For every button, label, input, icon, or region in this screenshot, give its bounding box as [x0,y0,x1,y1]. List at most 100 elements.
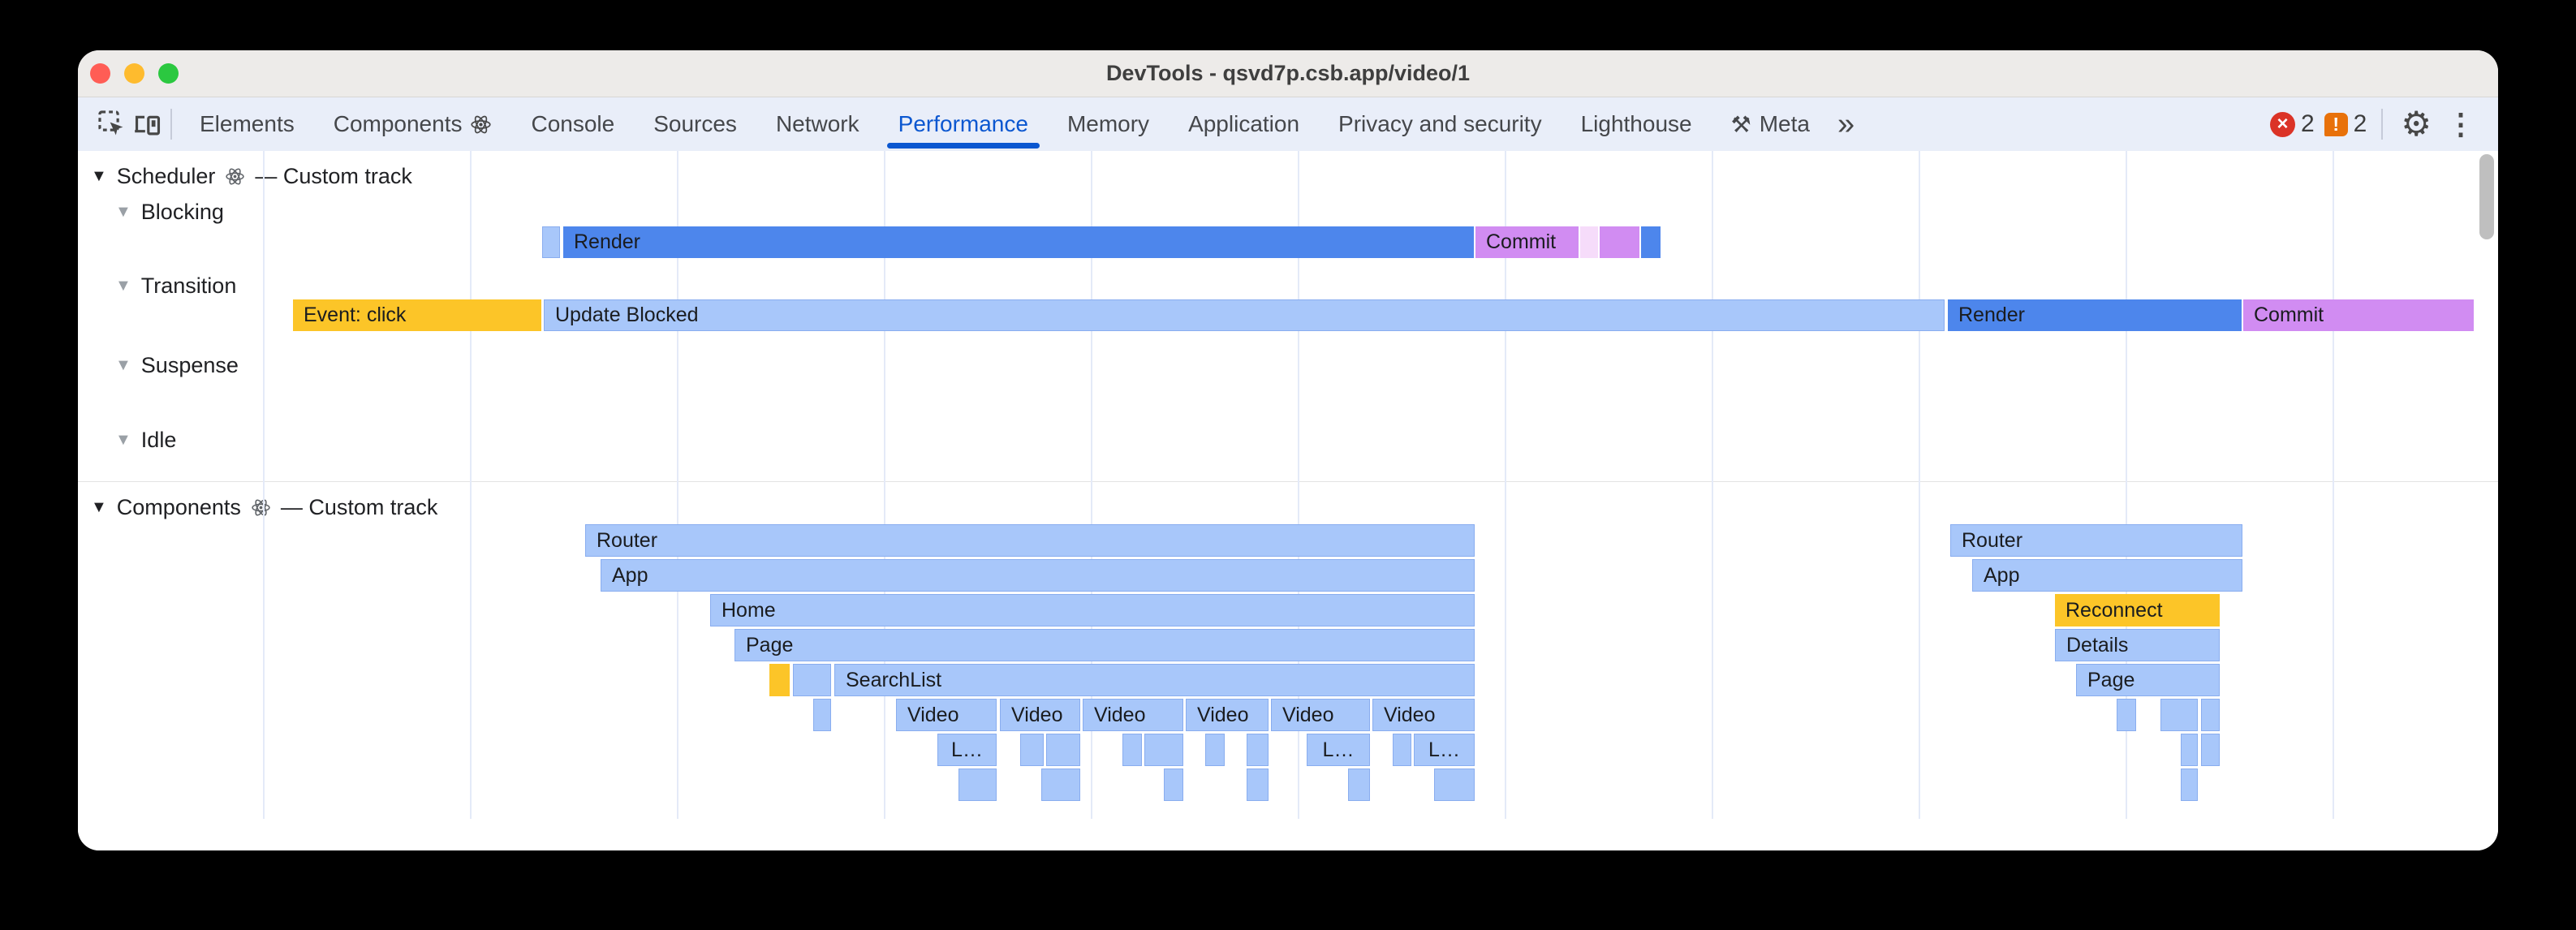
inspect-element-button[interactable] [94,105,130,144]
event-bar[interactable] [1600,226,1639,258]
event-bar[interactable] [542,226,560,258]
devtools-window: DevTools - qsvd7p.csb.app/video/1 Elemen… [78,50,2498,850]
event-bar-l[interactable]: L… [1414,734,1475,766]
event-bar[interactable] [1348,769,1370,801]
minimize-window-button[interactable] [124,63,144,84]
tab-elements[interactable]: Elements [200,97,295,151]
event-bar-update-blocked[interactable]: Update Blocked [544,299,1945,331]
event-bar-home[interactable]: Home [710,594,1475,626]
event-bar-video[interactable]: Video [1000,699,1080,731]
event-bar-router[interactable]: Router [585,524,1475,557]
hammer-wrench-icon: ⚒ [1730,111,1751,137]
event-bar[interactable] [1247,769,1269,801]
tab-components[interactable]: Components [334,97,493,151]
event-bar[interactable] [1580,226,1598,258]
close-window-button[interactable] [90,63,110,84]
event-bar-video[interactable]: Video [1372,699,1475,731]
event-bar-details[interactable]: Details [2055,629,2220,661]
tab-lighthouse[interactable]: Lighthouse [1581,97,1692,151]
event-bar-app[interactable]: App [601,559,1475,592]
collapse-triangle-icon[interactable]: ▼ [115,202,131,221]
toggle-device-toolbar-button[interactable] [130,105,166,144]
window-title: DevTools - qsvd7p.csb.app/video/1 [1105,61,1471,85]
more-tabs-button[interactable]: » [1837,106,1855,141]
event-bar-page[interactable]: Page [2076,664,2220,696]
event-bar-render[interactable]: Render [1948,299,2242,331]
collapse-triangle-icon[interactable]: ▼ [115,355,131,374]
event-bar[interactable] [793,664,831,696]
react-atom-icon [471,115,492,133]
vertical-scrollbar-thumb[interactable] [2479,154,2494,239]
event-bar[interactable] [1247,734,1269,766]
collapse-triangle-icon[interactable]: ▼ [115,430,131,449]
gridline [1505,151,1506,819]
lane-label-blocking[interactable]: ▼ Blocking [115,199,224,225]
event-bar[interactable] [769,664,790,696]
track-separator [78,481,2498,482]
event-bar[interactable] [1046,734,1080,766]
tab-memory[interactable]: Memory [1067,97,1149,151]
event-bar-commit[interactable]: Commit [2243,299,2474,331]
event-bar-event-click[interactable]: Event: click [293,299,541,331]
event-bar-router[interactable]: Router [1950,524,2242,557]
event-bar-app[interactable]: App [1972,559,2242,592]
event-bar[interactable] [2181,769,2198,801]
collapse-triangle-icon[interactable]: ▼ [115,276,131,295]
event-bar-l[interactable]: L… [1307,734,1370,766]
event-bar[interactable] [1641,226,1661,258]
event-bar[interactable] [1144,734,1183,766]
event-bar[interactable] [1164,769,1183,801]
tab-sources[interactable]: Sources [653,97,737,151]
track-header-scheduler[interactable]: ▼ Scheduler — Custom track [91,163,412,189]
event-bar-commit[interactable]: Commit [1475,226,1579,258]
tab-label: Network [775,111,859,136]
lane-label-transition[interactable]: ▼ Transition [115,273,236,299]
tab-privacy-and-security[interactable]: Privacy and security [1338,97,1542,151]
event-bar-page[interactable]: Page [734,629,1475,661]
tab-console[interactable]: Console [531,97,614,151]
kebab-menu-button[interactable]: ⋮ [2446,107,2475,140]
event-bar[interactable] [1122,734,1142,766]
event-bar[interactable] [2201,734,2220,766]
event-bar[interactable] [1205,734,1225,766]
titlebar: DevTools - qsvd7p.csb.app/video/1 [78,50,2498,97]
react-atom-icon [226,167,245,185]
tab-performance[interactable]: Performance [886,97,1040,151]
gridline [1298,151,1299,819]
event-bar[interactable] [2160,699,2198,731]
event-bar-searchlist[interactable]: SearchList [834,664,1475,696]
event-bar-render[interactable]: Render [563,226,1474,258]
collapse-triangle-icon[interactable]: ▼ [91,166,107,185]
track-header-components[interactable]: ▼ Components — Custom track [91,494,437,520]
event-bar[interactable] [813,699,831,731]
traffic-lights [90,63,179,84]
tab-network[interactable]: Network [776,97,859,151]
event-bar-video[interactable]: Video [1271,699,1370,731]
tab-label: Memory [1066,111,1150,136]
event-bar-video[interactable]: Video [1083,699,1183,731]
active-tab-underline [886,143,1040,149]
lane-label-suspense[interactable]: ▼ Suspense [115,352,239,378]
event-bar[interactable] [1020,734,1044,766]
event-bar-video[interactable]: Video [1186,699,1269,731]
event-bar[interactable] [2117,699,2136,731]
event-bar[interactable] [1393,734,1411,766]
error-badge[interactable]: × 2 [2269,110,2315,138]
event-bar-video[interactable]: Video [896,699,997,731]
tab-meta[interactable]: ⚒ Meta [1731,97,1810,151]
zoom-window-button[interactable] [158,63,179,84]
collapse-triangle-icon[interactable]: ▼ [91,497,107,516]
event-bar-l[interactable]: L… [937,734,997,766]
event-bar[interactable] [958,769,997,801]
tab-application[interactable]: Application [1188,97,1299,151]
lane-label-idle[interactable]: ▼ Idle [115,427,176,453]
event-bar-reconnect[interactable]: Reconnect [2055,594,2220,626]
warning-icon: ! [2324,112,2348,136]
event-bar[interactable] [1434,769,1475,801]
settings-gear-button[interactable]: ⚙ [2401,105,2432,143]
event-bar[interactable] [1041,769,1080,801]
error-count: 2 [2300,110,2315,137]
event-bar[interactable] [2181,734,2198,766]
event-bar[interactable] [2201,699,2220,731]
warning-badge[interactable]: ! 2 [2324,110,2367,138]
